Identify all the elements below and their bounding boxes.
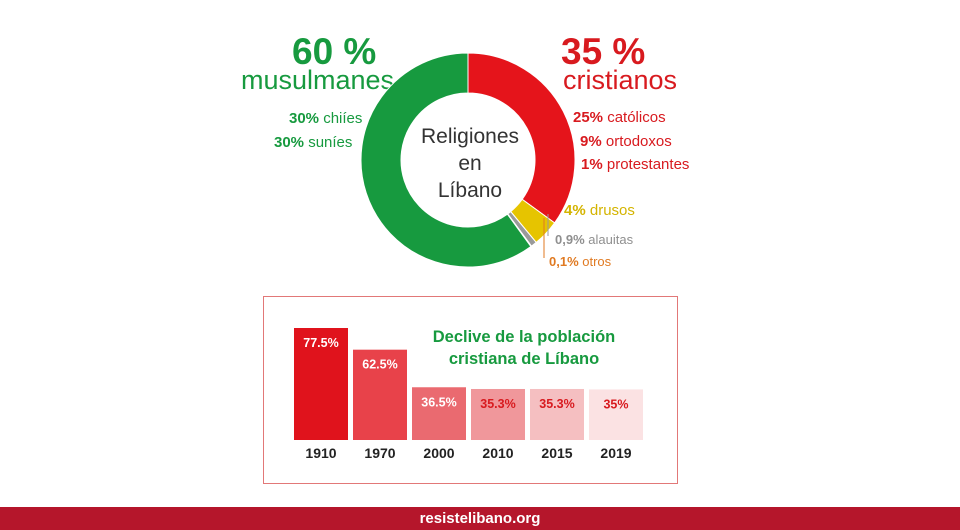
bar-1910 [294, 328, 348, 440]
legend-ortodoxos: 9% ortodoxos [580, 133, 672, 150]
donut-center-title: Religiones en Líbano [410, 123, 530, 204]
bar-title-line-1: Declive de la población [432, 328, 616, 346]
christian-percent: 35 % [561, 31, 646, 72]
bar-category-label-2019: 2019 [600, 445, 631, 461]
legend-alauitas: 0,9% alauitas [555, 232, 634, 247]
bar-1970 [353, 349, 407, 440]
bar-category-label-2000: 2000 [423, 445, 454, 461]
bar-2000 [412, 387, 466, 440]
bar-value-label-2010: 35.3% [480, 397, 515, 411]
muslim-label: musulmanes [241, 65, 395, 95]
bar-2010 [471, 388, 525, 440]
bar-category-label-1970: 1970 [364, 445, 395, 461]
bar-2015 [530, 388, 584, 440]
donut-slice-musulmanes [360, 52, 532, 268]
legend-otros: 0,1% otros [549, 254, 612, 269]
bar-chart-title: Declive de la población cristiana de Líb… [414, 326, 634, 370]
bar-value-label-2000: 36.5% [421, 395, 456, 409]
bar-2019 [589, 389, 643, 440]
footer-site-link[interactable]: resistelibano.org [0, 507, 960, 530]
decline-panel [263, 296, 678, 484]
bar-title-line-2: cristiana de Líbano [448, 350, 600, 368]
center-line-3: Líbano [437, 179, 503, 202]
legend-catolicos: 25% católicos [573, 109, 666, 126]
legend-chiies: 30% chiíes [289, 110, 363, 127]
bar-value-label-1970: 62.5% [362, 358, 397, 372]
bar-category-label-2010: 2010 [482, 445, 513, 461]
legend-sunies: 30% suníes [274, 134, 353, 151]
muslim-percent: 60 % [292, 31, 377, 72]
center-line-1: Religiones [420, 125, 520, 148]
bar-value-label-2015: 35.3% [539, 397, 574, 411]
center-line-2: en [458, 152, 482, 175]
legend-protestantes: 1% protestantes [581, 156, 690, 173]
christian-decline-bar-chart: 77.5% 1910 62.5% 1970 36.5% 2000 35.3% 2010 35.3… [294, 328, 643, 461]
christian-label: cristianos [563, 65, 678, 95]
bar-category-label-1910: 1910 [305, 445, 336, 461]
bar-value-label-1910: 77.5% [303, 336, 338, 350]
religion-donut-chart [360, 52, 576, 268]
bar-value-label-2019: 35% [603, 397, 628, 411]
bar-category-label-2015: 2015 [541, 445, 572, 461]
legend-drusos: 4% drusos [564, 202, 635, 219]
donut-slice-cristianos [467, 52, 576, 224]
